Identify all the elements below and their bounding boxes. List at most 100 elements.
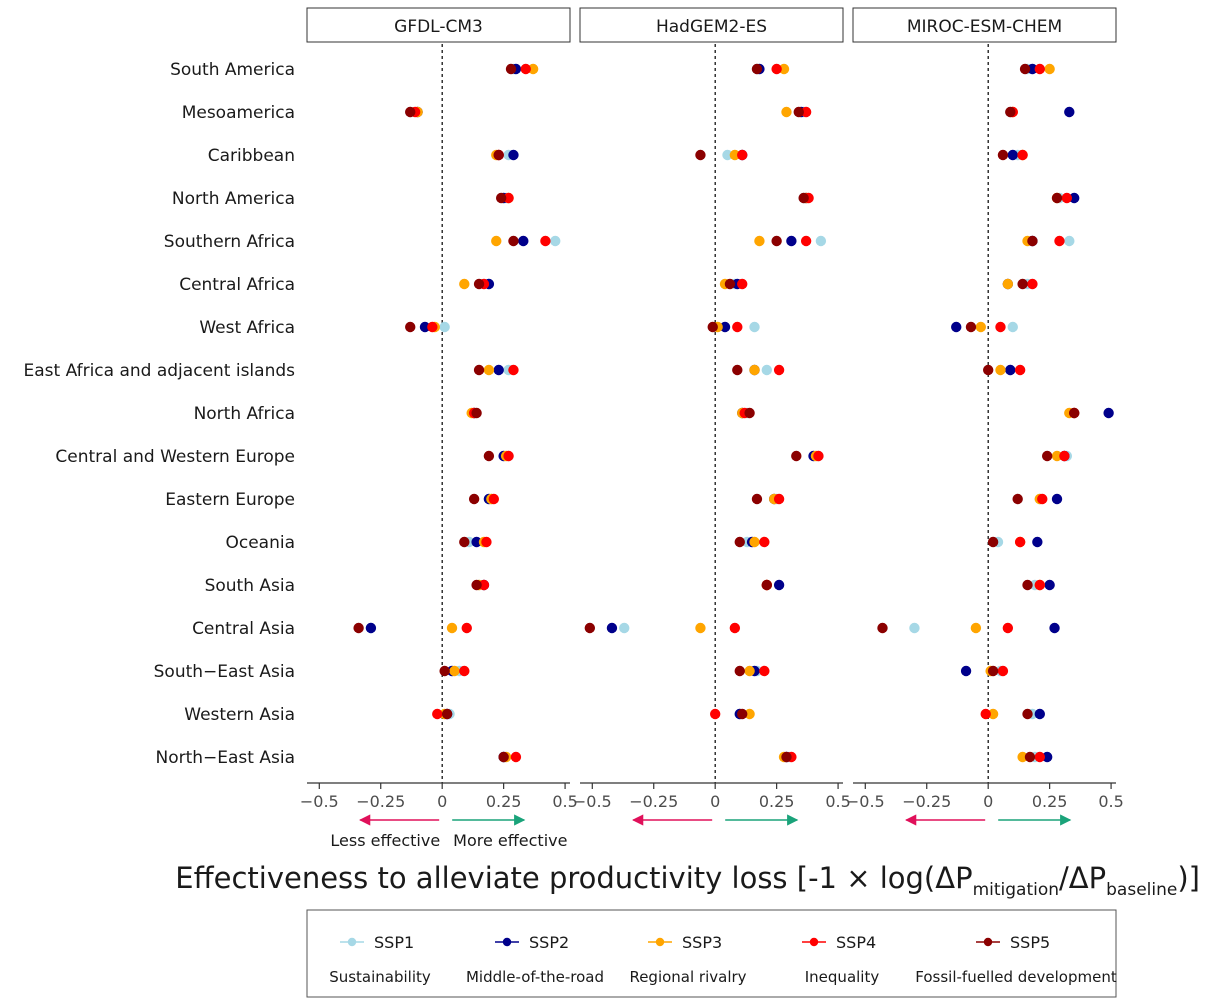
point-ssp1-east-africa-and-adjacent-islands: [761, 364, 773, 376]
point-ssp5-caribbean: [997, 149, 1009, 161]
region-label-caribbean: Caribbean: [208, 146, 295, 166]
point-ssp5-caribbean: [493, 149, 504, 161]
region-label-east-africa-and-adjacent-islands: East Africa and adjacent islands: [23, 361, 295, 381]
x-tick-label: 0.5: [552, 792, 577, 811]
point-ssp4-north-america: [1061, 192, 1073, 204]
more-effective-label: More effective: [453, 831, 567, 850]
point-ssp4-east-africa-and-adjacent-islands: [508, 364, 519, 376]
effect-arrows-gfdl-cm3: Less effective More effective: [330, 814, 567, 850]
strip-miroc-esm-chem: [852, 7, 1117, 43]
x-axis-title-end: )]: [1177, 861, 1200, 895]
point-ssp2-western-asia: [1034, 708, 1046, 720]
point-ssp5-north-east-asia: [498, 751, 509, 763]
point-ssp4-central-and-western-europe: [1059, 450, 1070, 462]
point-ssp2-mesoamerica: [1064, 106, 1075, 118]
point-ssp5-west-africa: [405, 321, 416, 333]
point-ssp4-caribbean: [737, 149, 748, 161]
point-ssp2-south-asia: [1044, 579, 1055, 591]
x-tick-label: −0.5: [846, 792, 885, 811]
legend-key-point: [655, 937, 665, 947]
point-ssp4-north-east-asia: [510, 751, 522, 763]
point-ssp4-east-africa-and-adjacent-islands: [773, 364, 785, 376]
point-ssp4-west-africa: [427, 321, 438, 333]
x-tick-label: 0: [983, 792, 993, 811]
legend-description: Middle-of-the-road: [466, 968, 604, 986]
strip-label-gfdl-cm3: GFDL-CM3: [394, 17, 483, 37]
point-ssp5-central-africa: [1017, 278, 1028, 290]
point-ssp4-south-east-asia: [997, 665, 1009, 677]
point-ssp5-north-america: [495, 192, 507, 204]
point-ssp5-south-america: [1019, 63, 1031, 75]
point-ssp4-central-and-western-europe: [813, 450, 824, 462]
point-ssp5-mesoamerica: [405, 106, 416, 118]
x-axis-title-sub-mitigation: mitigation: [973, 880, 1059, 900]
x-tick-label: 0: [437, 792, 447, 811]
point-ssp3-south-east-asia: [449, 665, 460, 677]
point-ssp3-south-east-asia: [744, 665, 755, 677]
point-ssp4-south-east-asia: [759, 665, 770, 677]
x-tick-label: 0.25: [759, 792, 795, 811]
x-tick-label: 0.25: [1032, 792, 1068, 811]
region-label-south-asia: South Asia: [205, 576, 295, 596]
legend-description: Regional rivalry: [629, 968, 746, 986]
point-ssp4-central-and-western-europe: [503, 450, 514, 462]
point-ssp2-caribbean: [1007, 149, 1018, 161]
point-ssp4-central-africa: [1027, 278, 1038, 290]
legend-label: SSP3: [682, 933, 722, 952]
legend-label: SSP5: [1010, 933, 1050, 952]
region-label-west-africa: West Africa: [199, 318, 295, 338]
x-tick-label: 0.5: [1098, 792, 1123, 811]
point-ssp5-south-asia: [761, 579, 773, 591]
point-ssp3-east-africa-and-adjacent-islands: [483, 364, 495, 376]
point-ssp5-east-africa-and-adjacent-islands: [982, 364, 994, 376]
point-ssp3-caribbean: [729, 149, 741, 161]
point-ssp2-west-africa: [419, 321, 431, 333]
point-ssp5-south-america: [505, 63, 517, 75]
point-ssp1-west-africa: [1007, 321, 1018, 333]
x-tick-label: −0.5: [300, 792, 339, 811]
point-ssp4-oceania: [1014, 536, 1026, 548]
point-ssp4-central-africa: [737, 278, 748, 290]
point-ssp2-eastern-europe: [1051, 493, 1063, 505]
x-tick-label: −0.25: [902, 792, 951, 811]
point-ssp5-central-and-western-europe: [791, 450, 802, 462]
point-ssp5-north-america: [798, 192, 809, 204]
legend-label: SSP1: [374, 933, 414, 952]
point-ssp1-central-asia: [619, 622, 630, 634]
point-ssp3-western-asia: [987, 708, 999, 720]
x-axis-gfdl-cm3: −0.5 −0.25 0 0.25 0.5: [300, 782, 578, 811]
legend-item-ssp1: SSP1 Sustainability: [329, 933, 431, 986]
x-tick-label: 0.5: [825, 792, 850, 811]
legend-item-ssp2: SSP2 Middle-of-the-road: [466, 933, 604, 986]
point-ssp3-central-africa: [1002, 278, 1014, 290]
point-ssp5-central-asia: [877, 622, 888, 634]
point-ssp1-caribbean: [722, 149, 733, 161]
point-ssp1-west-africa: [749, 321, 760, 333]
point-ssp5-central-asia: [584, 622, 596, 634]
legend-key-point: [502, 937, 512, 947]
point-ssp5-west-africa: [965, 321, 977, 333]
point-ssp5-east-africa-and-adjacent-islands: [732, 364, 743, 376]
effect-arrows: Less effective More effective: [330, 814, 1072, 850]
point-ssp4-north-east-asia: [1034, 751, 1046, 763]
point-ssp5-eastern-europe: [468, 493, 480, 505]
point-ssp4-south-east-asia: [459, 665, 470, 677]
point-ssp5-eastern-europe: [1012, 493, 1023, 505]
point-ssp2-north-america: [1069, 192, 1080, 204]
point-ssp3-west-africa: [975, 321, 987, 333]
point-ssp4-east-africa-and-adjacent-islands: [1014, 364, 1026, 376]
point-ssp5-north-africa: [1069, 407, 1080, 419]
point-ssp4-southern-africa: [1054, 235, 1065, 247]
point-ssp5-southern-africa: [1027, 235, 1038, 247]
point-ssp2-east-africa-and-adjacent-islands: [1005, 364, 1016, 376]
region-label-south-east-asia: South−East Asia: [154, 662, 295, 682]
panel-miroc-esm-chem: [877, 44, 1114, 783]
point-ssp5-southern-africa: [771, 235, 782, 247]
legend-box: [306, 909, 1117, 998]
legend-key-point: [983, 937, 993, 947]
point-ssp1-west-africa: [439, 321, 450, 333]
region-label-oceania: Oceania: [225, 533, 295, 553]
point-ssp1-southern-africa: [815, 235, 827, 247]
region-label-eastern-europe: Eastern Europe: [165, 490, 295, 510]
